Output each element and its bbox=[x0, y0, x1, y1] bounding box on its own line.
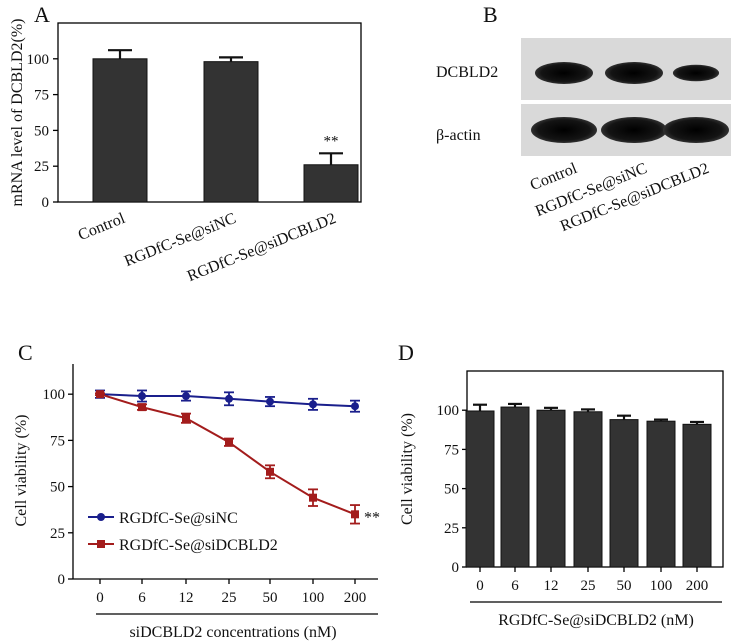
band-label-1: β-actin bbox=[436, 127, 481, 144]
data-point bbox=[182, 392, 190, 401]
legend-entry-1: RGDfC-Se@siDCBLD2 bbox=[119, 537, 278, 554]
bar-1 bbox=[500, 406, 530, 568]
data-point bbox=[182, 414, 190, 423]
data-point bbox=[96, 390, 104, 399]
y-tick-label: 0 bbox=[58, 572, 66, 588]
x-tick-label-0: Control bbox=[76, 210, 128, 244]
x-tick-label: 6 bbox=[511, 578, 519, 594]
x-tick-label: 12 bbox=[179, 590, 194, 606]
x-tick-label: 50 bbox=[263, 590, 278, 606]
chart-d: 0 25 50 75 100 0 6 12 25 50 100 200 RGDfC-Se@siDCBLD… bbox=[399, 370, 724, 629]
data-point bbox=[309, 400, 317, 409]
y-tick-label: 100 bbox=[27, 52, 50, 68]
western-blot: DCBLD2β-actinControlRGDfC-Se@siNCRGDfC-S… bbox=[436, 38, 731, 235]
x-tick-label: 200 bbox=[686, 578, 709, 594]
chart-a: 0255075100ControlRGDfC-Se@siNC**RGDfC-Se… bbox=[9, 19, 362, 285]
significance-label: ** bbox=[364, 509, 380, 526]
band-1-0 bbox=[531, 117, 597, 143]
data-point bbox=[138, 392, 146, 401]
panel-label-a: A bbox=[34, 2, 50, 27]
chart-c: 0 25 50 75 100 0 6 12 25 50 100 200 siDCBLD2 concent… bbox=[13, 364, 380, 641]
y-tick-label: 75 bbox=[444, 442, 459, 458]
bar-0 bbox=[92, 58, 148, 203]
bar-2 bbox=[303, 164, 359, 203]
y-tick-label: 100 bbox=[437, 403, 460, 419]
x-tick-label: 200 bbox=[344, 590, 367, 606]
x-axis-label: siDCBLD2 concentrations (nM) bbox=[129, 624, 336, 641]
legend-marker bbox=[97, 513, 105, 521]
data-point bbox=[266, 397, 274, 406]
data-point bbox=[225, 394, 233, 403]
bar-3 bbox=[573, 411, 603, 568]
band-0-2 bbox=[672, 64, 720, 82]
y-tick-label: 100 bbox=[43, 387, 66, 403]
data-point bbox=[351, 510, 359, 519]
bar-0 bbox=[465, 410, 495, 568]
x-tick-label: 25 bbox=[581, 578, 596, 594]
x-axis-label: RGDfC-Se@siDCBLD2 (nM) bbox=[498, 612, 694, 629]
bar-5 bbox=[646, 420, 676, 568]
bar-2 bbox=[536, 409, 566, 568]
y-axis-label: Cell viability (%) bbox=[13, 415, 30, 527]
x-tick-label: 0 bbox=[96, 590, 104, 606]
y-tick-label: 0 bbox=[42, 195, 50, 211]
panel-label-b: B bbox=[483, 2, 498, 27]
y-tick-label: 50 bbox=[444, 482, 459, 498]
legend-marker bbox=[97, 540, 105, 548]
data-point bbox=[266, 467, 274, 476]
y-axis-label: Cell viability (%) bbox=[399, 413, 416, 525]
band-label-0: DCBLD2 bbox=[436, 64, 498, 81]
x-tick-label: 25 bbox=[222, 590, 237, 606]
band-0-1 bbox=[605, 62, 663, 84]
significance-label: ** bbox=[324, 133, 339, 149]
y-tick-label: 25 bbox=[444, 521, 459, 537]
bar-1 bbox=[203, 61, 259, 203]
legend-entry-0: RGDfC-Se@siNC bbox=[119, 510, 238, 527]
band-1-1 bbox=[601, 117, 667, 143]
data-point bbox=[351, 402, 359, 411]
band-1-2 bbox=[663, 117, 729, 143]
x-tick-label: 100 bbox=[650, 578, 673, 594]
bar-4 bbox=[609, 419, 639, 568]
data-point bbox=[225, 438, 233, 447]
x-tick-label: 12 bbox=[544, 578, 559, 594]
data-point bbox=[138, 403, 146, 412]
y-tick-label: 50 bbox=[50, 480, 65, 496]
y-tick-label: 50 bbox=[34, 123, 49, 139]
y-tick-label: 75 bbox=[34, 88, 49, 104]
y-tick-label: 0 bbox=[452, 560, 460, 576]
y-tick-label: 75 bbox=[50, 433, 65, 449]
band-0-0 bbox=[535, 62, 593, 84]
y-axis-label: mRNA level of DCBLD2(%) bbox=[9, 19, 26, 207]
y-tick-label: 25 bbox=[34, 159, 49, 175]
panel-label-c: C bbox=[18, 340, 33, 365]
bar-6 bbox=[682, 423, 712, 568]
x-tick-label: 50 bbox=[617, 578, 632, 594]
panel-label-d: D bbox=[398, 340, 414, 365]
y-tick-label: 25 bbox=[50, 526, 65, 542]
x-tick-label: 6 bbox=[138, 590, 146, 606]
x-tick-label: 0 bbox=[476, 578, 484, 594]
data-point bbox=[309, 493, 317, 502]
x-tick-label: 100 bbox=[302, 590, 325, 606]
